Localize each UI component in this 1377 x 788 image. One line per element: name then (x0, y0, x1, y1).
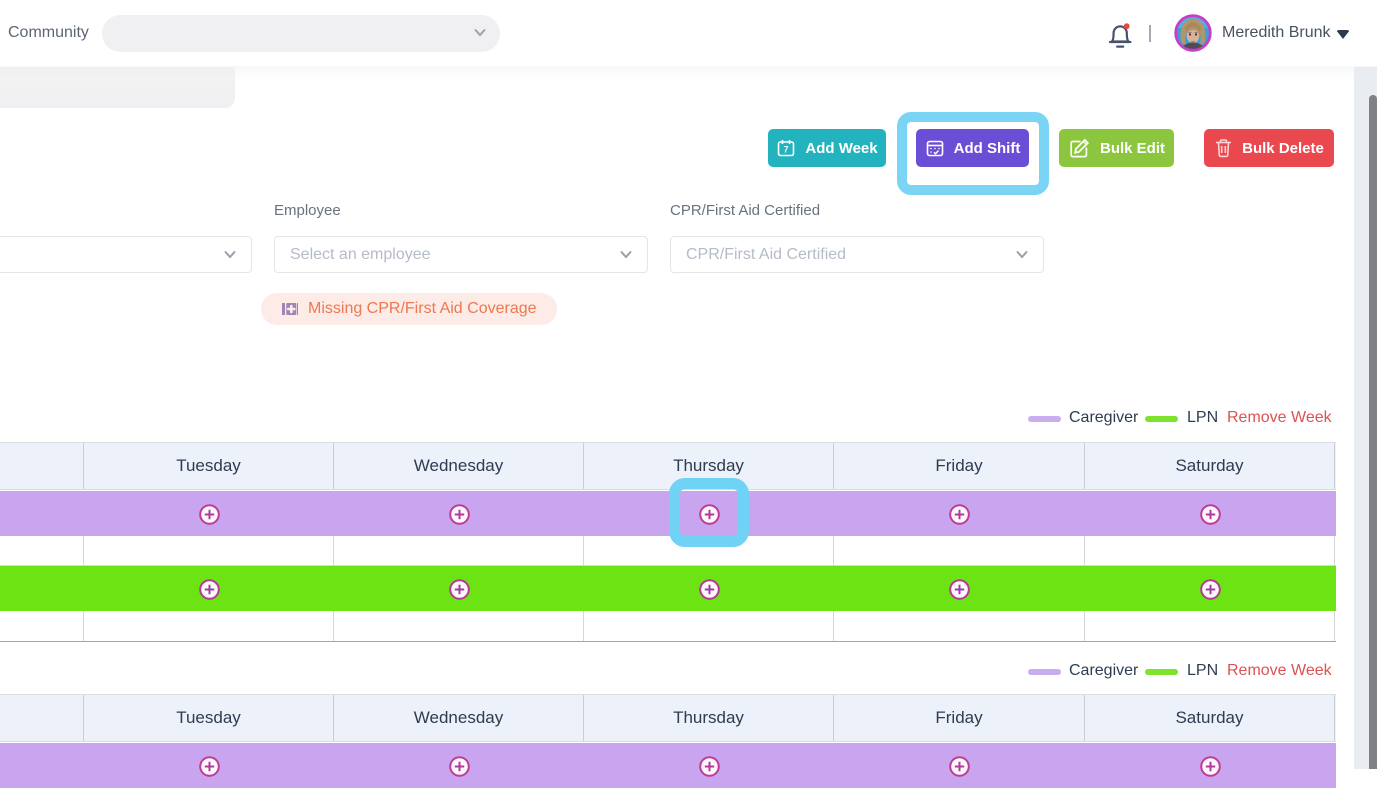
svg-text:7: 7 (784, 145, 789, 155)
